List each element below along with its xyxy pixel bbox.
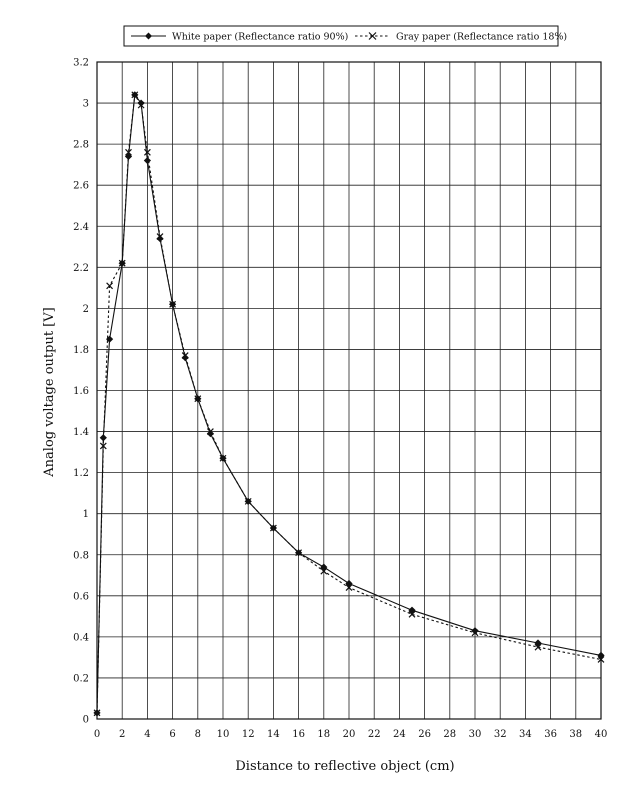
x-tick-label: 16: [292, 729, 305, 740]
data-point-white-paper: [206, 430, 214, 438]
y-tick-label: 1.4: [73, 427, 89, 438]
data-point-gray-paper: [169, 300, 177, 308]
legend-label-white: White paper (Reflectance ratio 90%): [172, 32, 348, 43]
data-point-white-paper: [181, 354, 189, 362]
data-point-gray-paper: [106, 282, 114, 290]
series: [93, 91, 605, 717]
data-point-white-paper: [320, 563, 328, 571]
y-axis-label: Analog voltage output [V]: [42, 307, 57, 477]
y-tick-label: 0: [83, 715, 89, 726]
data-point-gray-paper: [99, 442, 107, 450]
x-tick-label: 40: [595, 729, 608, 740]
x-tick-label: 26: [418, 729, 431, 740]
x-tick-label: 30: [469, 729, 482, 740]
data-point-white-paper: [137, 99, 145, 107]
data-point-gray-paper: [597, 656, 605, 663]
tick-labels: 0 2 4 6 8 10 12 14 16 18 20 22 24 26 28 30 32 34 36 38 4000.…: [73, 58, 607, 741]
data-point-white-paper: [471, 627, 479, 635]
x-tick-label: 32: [494, 729, 507, 740]
x-tick-label: 22: [368, 729, 381, 740]
data-point-gray-paper: [131, 91, 139, 99]
y-tick-label: 2: [83, 304, 89, 315]
data-point-gray-paper: [295, 549, 303, 557]
data-point-gray-paper: [118, 259, 126, 267]
y-tick-label: 2.6: [73, 181, 89, 192]
data-point-gray-paper: [181, 352, 189, 360]
legend-box: [123, 25, 559, 47]
data-point-gray-paper: [345, 584, 353, 592]
data-point-gray-paper: [269, 524, 277, 532]
legend-label-gray: Gray paper (Reflectance ratio 18%): [396, 32, 567, 43]
y-tick-label: 0.8: [73, 550, 89, 561]
data-point-gray-paper: [408, 610, 416, 618]
y-tick-label: 1.6: [73, 386, 89, 397]
x-tick-label: 4: [144, 729, 150, 740]
data-point-gray-paper: [244, 497, 252, 505]
x-tick-label: 18: [317, 729, 330, 740]
x-axis-label: Distance to reflective object (cm): [235, 759, 454, 774]
series-line-gray-paper: [96, 93, 602, 713]
x-tick-label: 20: [343, 729, 356, 740]
x-tick-label: 6: [169, 729, 175, 740]
data-point-gray-paper: [219, 454, 227, 462]
x-tick-label: 12: [242, 729, 255, 740]
y-tick-label: 3: [83, 99, 89, 110]
data-point-gray-paper: [320, 567, 328, 575]
data-point-white-paper: [143, 156, 151, 165]
data-point-white-paper: [156, 234, 164, 243]
y-tick-label: 0.6: [73, 591, 89, 602]
plot-frame: [96, 61, 602, 720]
x-tick-label: 36: [544, 729, 557, 740]
x-tick-label: 8: [195, 729, 201, 740]
y-tick-label: 1: [83, 509, 89, 520]
legend: White paper (Reflectance ratio 90%) Gray…: [123, 25, 567, 47]
x-tick-label: 14: [267, 729, 280, 740]
data-point-white-paper: [534, 639, 542, 647]
x-tick-label: 28: [443, 729, 456, 740]
x-tick-label: 24: [393, 729, 406, 740]
x-tick-label: 34: [519, 729, 532, 740]
y-tick-label: 1.2: [73, 468, 89, 479]
data-point-gray-paper: [156, 233, 164, 240]
x-tick-label: 2: [119, 729, 125, 740]
y-tick-label: 2.8: [73, 140, 89, 151]
data-point-gray-paper: [534, 643, 542, 651]
x-tick-label: 10: [217, 729, 230, 740]
data-point-gray-paper: [206, 428, 214, 435]
x-tick-label: 38: [569, 729, 582, 740]
data-point-gray-paper: [125, 148, 132, 156]
y-tick-label: 3.2: [73, 58, 89, 69]
y-tick-label: 0.4: [73, 632, 89, 643]
y-tick-label: 2.4: [73, 222, 89, 233]
y-tick-label: 0.2: [73, 673, 89, 684]
data-point-white-paper: [345, 579, 353, 588]
data-point-gray-paper: [93, 709, 101, 717]
grid: [96, 61, 602, 720]
data-point-gray-paper: [137, 101, 145, 109]
data-point-gray-paper: [471, 629, 479, 637]
data-point-white-paper: [597, 651, 605, 659]
legend-diamond-marker-icon: [145, 32, 152, 40]
y-tick-label: 1.8: [73, 345, 89, 356]
y-tick-label: 2.2: [73, 263, 89, 274]
data-point-gray-paper: [143, 148, 151, 156]
legend-x-marker-icon: [368, 32, 377, 40]
x-tick-label: 0: [94, 729, 100, 740]
data-point-gray-paper: [194, 395, 202, 403]
